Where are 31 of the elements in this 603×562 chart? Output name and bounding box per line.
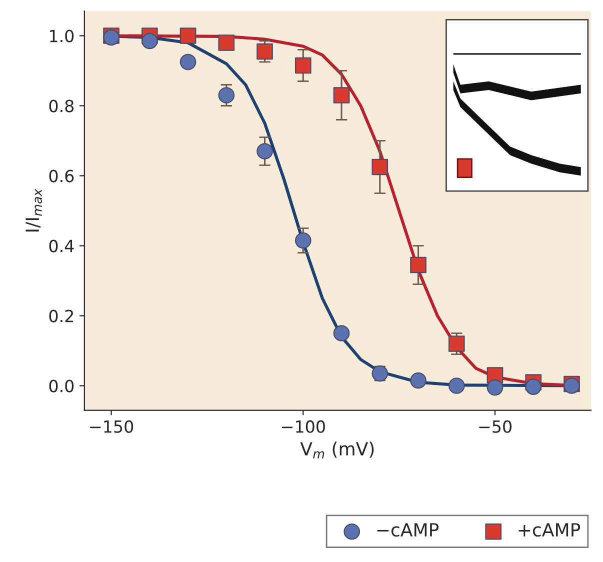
point	[372, 158, 388, 176]
point	[410, 372, 426, 389]
y-tick-label: 0.8	[49, 100, 74, 112]
point	[218, 87, 235, 104]
point	[180, 28, 196, 44]
point	[333, 325, 350, 342]
legend-label: −cAMP	[377, 523, 439, 537]
point	[218, 34, 235, 51]
point	[333, 87, 350, 104]
x-tick-label: −50	[479, 420, 512, 433]
point	[294, 57, 312, 74]
y-tick-label: 0.2	[49, 310, 74, 322]
point	[486, 379, 504, 396]
point	[525, 378, 542, 395]
x-tick-label: −100	[282, 420, 325, 433]
point	[294, 232, 312, 249]
point	[448, 336, 465, 352]
point	[256, 143, 273, 160]
y-axis-title: I/I$_{max}$	[26, 188, 42, 232]
y-tick-label: 0.0	[49, 380, 74, 392]
point	[256, 43, 273, 60]
legend-label: +cAMP	[518, 523, 580, 537]
x-tick-label: −150	[90, 420, 134, 433]
y-tick-label: 0.4	[49, 240, 74, 252]
point	[141, 32, 158, 50]
point	[180, 54, 196, 70]
point	[448, 378, 465, 394]
point	[410, 256, 426, 274]
x-axis-title: V$_{m}$ (mV)	[300, 442, 374, 458]
y-tick-label: 1.0	[50, 30, 74, 42]
y-tick-label: 0.6	[49, 170, 74, 182]
